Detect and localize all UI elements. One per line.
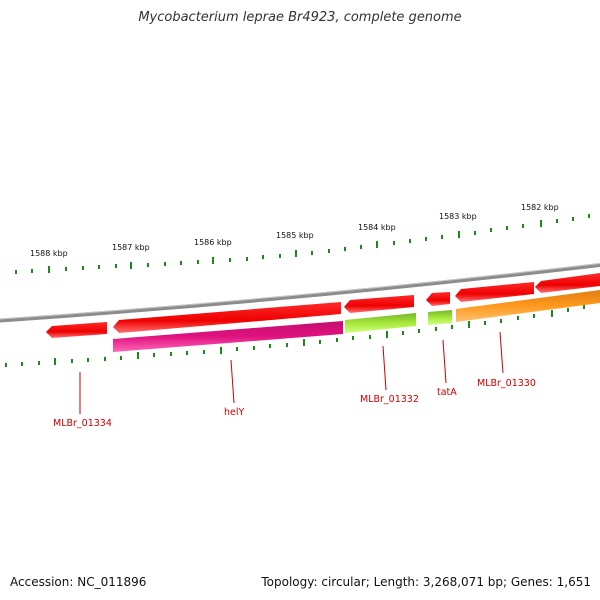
ruler-label-1586: 1586 kbp [194,238,232,247]
label-leaders [79,331,504,414]
genome-backbone [0,263,600,323]
cds-arrow[interactable] [426,292,450,306]
gene-labels: MLBr_01334 helY MLBr_01332 tatA MLBr_013… [53,378,536,429]
cds-arrow[interactable] [535,273,600,293]
gene-label-MLBr_01332: MLBr_01332 [360,394,419,405]
ruler-labels: 1588 kbp 1587 kbp 1586 kbp 1585 kbp 1584… [30,203,559,258]
gene-bar-tatA[interactable] [428,310,452,325]
cds-arrow[interactable] [455,282,534,302]
ruler-label-1585: 1585 kbp [276,231,314,240]
gene-bar-MLBr_01330[interactable] [456,290,600,322]
cds-arrow[interactable] [46,322,107,338]
map-title: Mycobacterium leprae Br4923, complete ge… [138,10,462,25]
gene-label-helY: helY [224,407,245,418]
gene-track [113,290,600,352]
cds-arrow[interactable] [344,295,414,313]
ruler-label-1582: 1582 kbp [521,203,559,212]
accession-label: Accession: NC_011896 [10,575,147,589]
gene-label-tatA: tatA [437,387,457,398]
outer-tick-marks [15,214,590,274]
gene-label-MLBr_01330: MLBr_01330 [477,378,536,389]
cds-track [46,273,600,338]
ruler-label-1588: 1588 kbp [30,249,68,258]
gene-bar-helY[interactable] [113,321,343,352]
gene-label-MLBr_01334: MLBr_01334 [53,418,112,429]
ruler-label-1584: 1584 kbp [358,223,396,232]
ruler-label-1583: 1583 kbp [439,212,477,221]
genome-summary: Topology: circular; Length: 3,268,071 bp… [261,575,591,589]
ruler-label-1587: 1587 kbp [112,243,150,252]
gene-bar-MLBr_01332[interactable] [345,313,416,333]
inner-tick-marks [5,305,585,367]
cds-arrow[interactable] [113,302,341,333]
